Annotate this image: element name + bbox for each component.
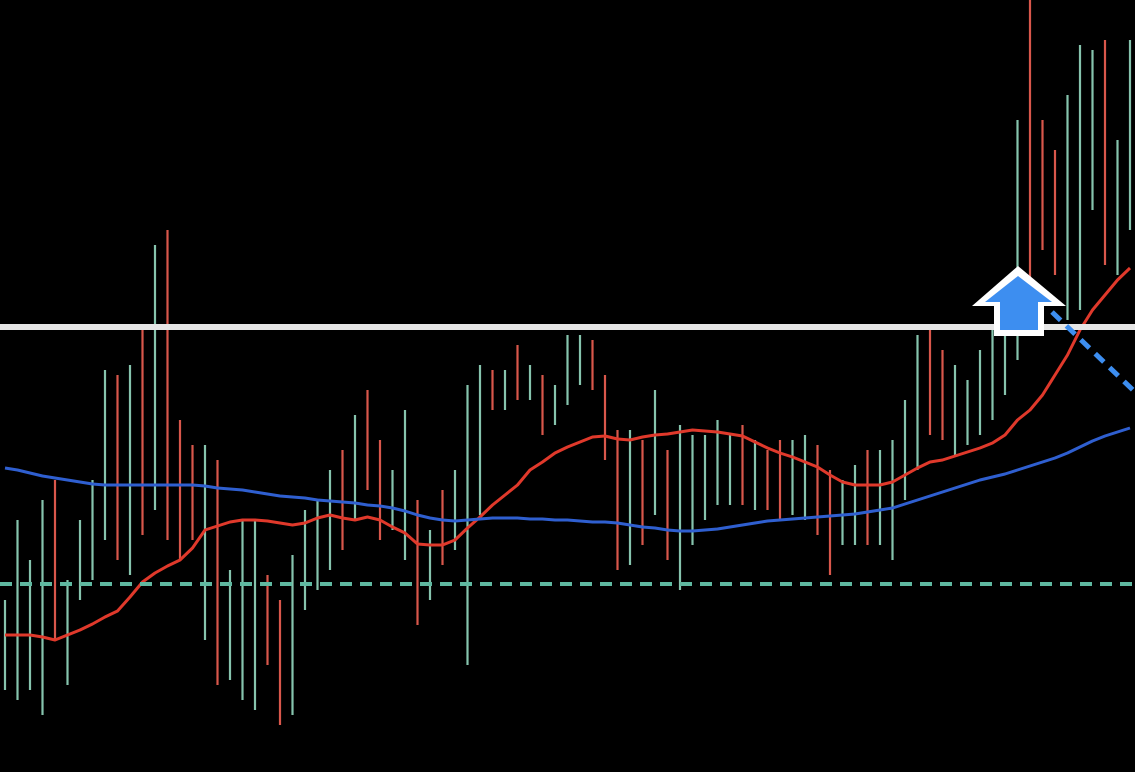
moving-average-line — [5, 266, 1132, 642]
plot-area — [0, 0, 1135, 725]
signal-arrow — [985, 276, 1052, 330]
moving-average-line — [4, 426, 1131, 533]
